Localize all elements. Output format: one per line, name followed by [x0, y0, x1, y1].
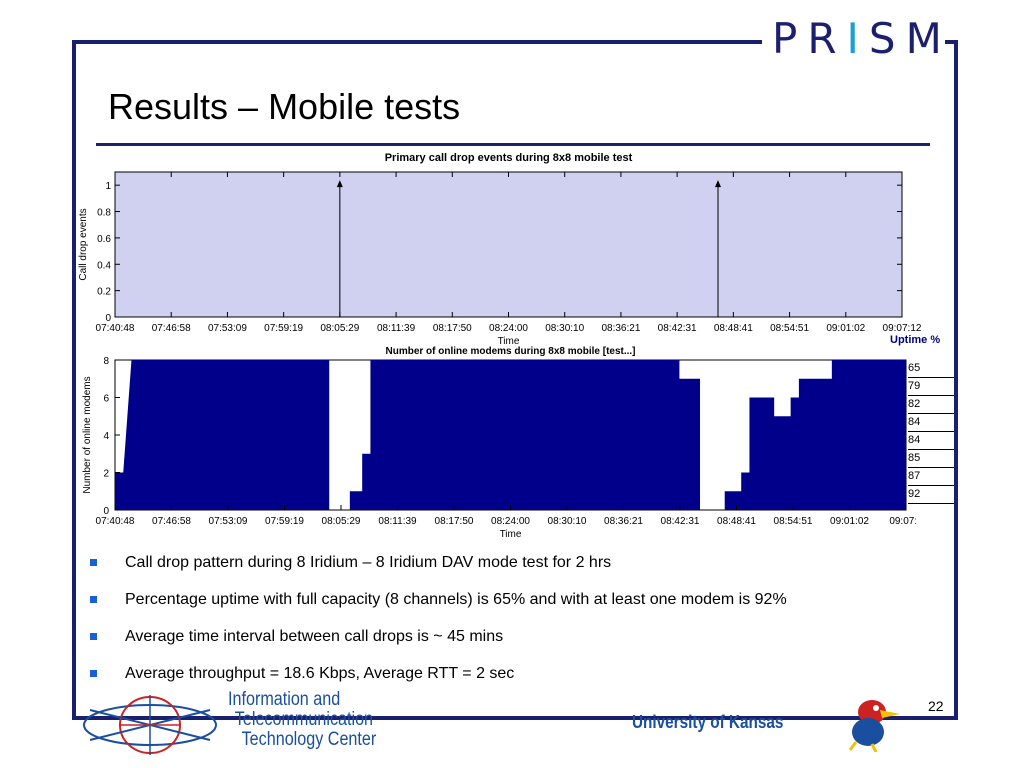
x-tick-label: 08:42:31 [661, 516, 700, 527]
y-tick-label: 0.4 [97, 260, 111, 271]
x-tick-label: 07:46:58 [152, 516, 191, 527]
slide-frame-top-right [945, 40, 958, 44]
x-tick-label: 07:40:48 [96, 323, 135, 334]
x-tick-label: 09:07:12 [883, 323, 922, 334]
bullet-item: Average throughput = 18.6 Kbps, Average … [90, 661, 787, 698]
uptime-value: 65 [908, 360, 954, 378]
y-axis-label: Call drop events [78, 208, 89, 280]
bullet-item: Average time interval between call drops… [90, 624, 787, 661]
title-underline [96, 143, 930, 146]
bullet-text: Call drop pattern during 8 Iridium – 8 I… [125, 554, 612, 571]
ittc-logo-text: Information and Telecommunication Techno… [228, 690, 376, 750]
y-tick-label: 6 [103, 394, 109, 405]
x-tick-label: 09:01:02 [830, 516, 869, 527]
y-tick-label: 0 [103, 506, 109, 517]
modems-area-series [115, 360, 906, 510]
x-tick-label: 07:59:19 [264, 323, 303, 334]
bullet-square-icon [90, 633, 97, 640]
ittc-logo-graphic [83, 695, 217, 755]
x-tick-label: 08:42:31 [658, 323, 697, 334]
x-tick-label: 08:17:50 [435, 516, 474, 527]
y-tick-label: 0.2 [97, 287, 111, 298]
x-tick-label: 07:53:09 [208, 323, 247, 334]
x-tick-label: 08:11:39 [377, 323, 416, 334]
x-tick-label: 07:46:58 [152, 323, 191, 334]
x-tick-label: 08:48:41 [714, 323, 753, 334]
x-tick-label: 08:05:29 [322, 516, 361, 527]
x-tick-label: 08:36:21 [601, 323, 640, 334]
y-tick-label: 0 [105, 313, 111, 324]
bullet-square-icon [90, 559, 97, 566]
y-tick-label: 0.6 [97, 234, 111, 245]
call-drop-chart: Primary call drop events during 8x8 mobi… [78, 152, 922, 347]
x-axis-label: Time [498, 336, 520, 347]
bullet-square-icon [90, 596, 97, 603]
university-name: University of Kansas [632, 712, 784, 732]
ittc-line-1: Information and [228, 689, 341, 710]
online-modems-chart: Number of online modems during 8x8 mobil… [82, 346, 916, 540]
x-tick-label: 09:01:02 [826, 323, 865, 334]
slide-frame-top [72, 40, 762, 44]
uptime-value: 84 [908, 414, 954, 432]
footer-rule [400, 716, 630, 720]
x-tick-label: 08:24:00 [491, 516, 530, 527]
bullet-square-icon [90, 670, 97, 677]
uptime-value: 82 [908, 396, 954, 414]
x-tick-label: 08:30:10 [548, 516, 587, 527]
uptime-value: 79 [908, 378, 954, 396]
bullet-text: Average throughput = 18.6 Kbps, Average … [125, 665, 515, 682]
jayhawk-mascot-icon [848, 700, 900, 752]
bullet-text: Average time interval between call drops… [125, 628, 504, 645]
y-tick-label: 2 [103, 469, 109, 480]
x-tick-label: 07:53:09 [209, 516, 248, 527]
x-tick-label: 07:40:48 [96, 516, 135, 527]
uptime-table: 65 79 82 84 84 85 87 92 [908, 360, 954, 504]
x-tick-label: 08:54:51 [774, 516, 813, 527]
bullet-item: Call drop pattern during 8 Iridium – 8 I… [90, 550, 787, 587]
uptime-header: Uptime % [890, 334, 941, 346]
bullet-text: Percentage uptime with full capacity (8 … [125, 591, 787, 608]
page-number: 22 [928, 698, 944, 714]
y-tick-label: 0.8 [97, 208, 111, 219]
slide-frame-right [954, 40, 958, 720]
y-tick-label: 4 [103, 431, 109, 442]
slide-frame-left [72, 40, 76, 720]
x-tick-label: 08:17:50 [433, 323, 472, 334]
ittc-line-3: Technology Center [241, 729, 377, 750]
y-tick-label: 8 [103, 356, 109, 367]
x-tick-label: 08:48:41 [717, 516, 756, 527]
drop-event-marker [336, 180, 343, 188]
chart-title: Primary call drop events during 8x8 mobi… [385, 152, 633, 164]
x-tick-label: 08:05:29 [320, 323, 359, 334]
x-tick-label: 08:11:39 [378, 516, 417, 527]
y-axis-label: Number of online modems [82, 376, 93, 493]
x-tick-label: 08:30:10 [545, 323, 584, 334]
uptime-value: 85 [908, 450, 954, 468]
bullet-list: Call drop pattern during 8 Iridium – 8 I… [90, 550, 787, 698]
uptime-value: 84 [908, 432, 954, 450]
uptime-value: 92 [908, 486, 954, 504]
x-tick-label: 07:59:19 [265, 516, 304, 527]
drop-event-marker [715, 180, 722, 188]
ittc-line-2: Telecommunication [234, 709, 374, 730]
y-tick-label: 1 [105, 181, 111, 192]
x-tick-label: 08:36:21 [604, 516, 643, 527]
x-tick-label: 09:07:1 [889, 516, 916, 527]
prism-logo: PRISM [772, 14, 952, 63]
slide-title: Results – Mobile tests [108, 86, 461, 127]
x-tick-label: 08:54:51 [770, 323, 809, 334]
bullet-item: Percentage uptime with full capacity (8 … [90, 587, 787, 624]
x-tick-label: 08:24:00 [489, 323, 528, 334]
x-axis-label: Time [500, 529, 522, 540]
uptime-value: 87 [908, 468, 954, 486]
chart-title: Number of online modems during 8x8 mobil… [385, 346, 635, 357]
plot-area [114, 171, 903, 318]
